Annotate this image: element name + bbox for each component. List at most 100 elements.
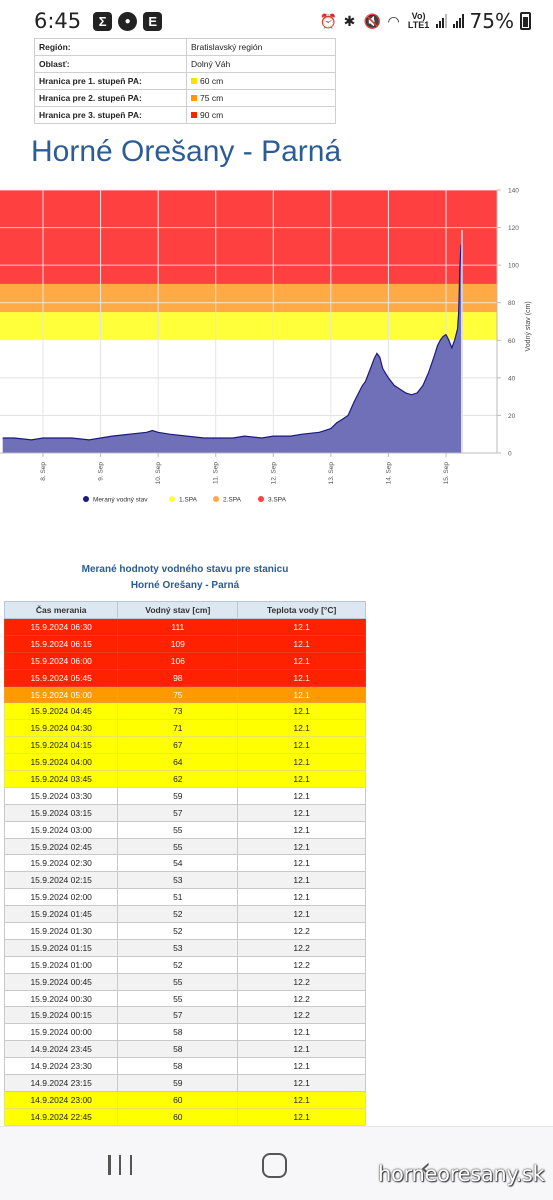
table-row: 15.9.2024 03:30 59 12.1 xyxy=(3,786,366,805)
cell-time: 15.9.2024 02:15 xyxy=(3,871,119,890)
y-tick-label: 60 xyxy=(508,338,516,345)
cell-temp: 12.1 xyxy=(237,1023,366,1042)
cell-temp: 12.1 xyxy=(237,770,366,788)
col-header-time[interactable]: Čas merania xyxy=(3,601,119,619)
table-row: 15.9.2024 06:30 111 12.1 xyxy=(3,618,366,636)
cell-temp: 12.1 xyxy=(237,1090,366,1109)
info-row: Hranica pre 2. stupeň PA: 75 cm xyxy=(34,89,336,107)
cell-time: 15.9.2024 02:00 xyxy=(3,888,119,907)
info-value-cell: 75 cm xyxy=(186,89,336,107)
cell-level: 98 xyxy=(117,668,239,687)
info-value-cell: 60 cm xyxy=(186,72,336,90)
x-tick-label: 15. Sep xyxy=(443,462,450,485)
table-row: 15.9.2024 00:00 58 12.1 xyxy=(3,1023,366,1042)
home-button[interactable] xyxy=(262,1153,287,1178)
cell-temp: 12.1 xyxy=(237,702,366,721)
level-swatch-icon xyxy=(191,95,197,101)
cell-level: 58 xyxy=(117,1057,239,1076)
cell-time: 15.9.2024 03:30 xyxy=(3,786,119,805)
table-row: 15.9.2024 04:45 73 12.1 xyxy=(3,702,366,721)
cell-temp: 12.1 xyxy=(237,803,366,822)
station-title: Horné Orešany - Parná xyxy=(31,135,342,168)
table-row: 15.9.2024 04:15 67 12.1 xyxy=(3,736,366,755)
cell-time: 15.9.2024 04:45 xyxy=(3,702,119,721)
legend-marker xyxy=(169,496,175,502)
cell-temp: 12.2 xyxy=(237,922,366,940)
cell-level: 109 xyxy=(117,634,239,653)
cell-temp: 12.1 xyxy=(237,719,366,738)
x-tick-label: 10. Sep xyxy=(155,462,162,485)
cell-level: 106 xyxy=(117,651,239,670)
table-row: 15.9.2024 04:00 64 12.1 xyxy=(3,753,366,772)
recent-apps-button[interactable] xyxy=(108,1155,132,1175)
x-tick-label: 14. Sep xyxy=(385,462,392,485)
mute-icon: 🔇 xyxy=(363,13,381,29)
info-row: Hranica pre 3. stupeň PA: 90 cm xyxy=(34,106,336,124)
cell-time: 15.9.2024 02:45 xyxy=(3,837,119,856)
x-tick-label: 13. Sep xyxy=(328,462,335,485)
cell-level: 64 xyxy=(117,753,239,772)
cell-level: 59 xyxy=(117,1074,239,1092)
cell-level: 55 xyxy=(117,989,239,1008)
y-tick-label: 40 xyxy=(508,375,516,382)
table-row: 15.9.2024 01:45 52 12.1 xyxy=(3,905,366,924)
cell-time: 14.9.2024 23:00 xyxy=(3,1090,119,1109)
band-3spa xyxy=(0,190,497,284)
cell-temp: 12.1 xyxy=(237,753,366,772)
cell-temp: 12.1 xyxy=(237,618,366,636)
table-row: 15.9.2024 05:45 98 12.1 xyxy=(3,668,366,687)
info-label: Oblasť: xyxy=(34,55,187,73)
cell-level: 55 xyxy=(117,972,239,991)
cell-time: 15.9.2024 05:45 xyxy=(3,668,119,687)
y-axis-label: Vodný stav (cm) xyxy=(525,301,532,351)
cell-level: 57 xyxy=(117,1006,239,1025)
cell-temp: 12.1 xyxy=(237,786,366,805)
table-row: 15.9.2024 01:00 52 12.2 xyxy=(3,955,366,974)
info-label: Hranica pre 3. stupeň PA: xyxy=(34,106,187,124)
cell-level: 52 xyxy=(117,955,239,974)
cell-temp: 12.1 xyxy=(237,1040,366,1059)
col-header-level[interactable]: Vodný stav [cm] xyxy=(117,601,239,619)
table-row: 15.9.2024 02:45 55 12.1 xyxy=(3,837,366,856)
cell-temp: 12.2 xyxy=(237,989,366,1008)
cell-level: 55 xyxy=(117,837,239,856)
x-tick-label: 11. Sep xyxy=(213,462,220,484)
cell-temp: 12.2 xyxy=(237,972,366,991)
status-time: 6:45 xyxy=(34,9,82,33)
cell-temp: 12.1 xyxy=(237,651,366,670)
cell-time: 15.9.2024 01:15 xyxy=(3,938,119,957)
info-value-cell: Bratislavský región xyxy=(186,38,336,56)
bluetooth-icon: ✱ xyxy=(343,13,356,29)
info-value: Dolný Váh xyxy=(191,59,231,69)
measured-table-title-line2: Horné Orešany - Parná xyxy=(130,580,240,591)
cell-temp: 12.1 xyxy=(237,736,366,755)
table-row: 15.9.2024 02:00 51 12.1 xyxy=(3,888,366,907)
y-tick-label: 100 xyxy=(508,263,519,270)
watermark-text: horneoresany.sk xyxy=(378,1162,545,1186)
table-row: 15.9.2024 00:30 55 12.2 xyxy=(3,989,366,1008)
cell-temp: 12.2 xyxy=(237,938,366,957)
series-area-water-level xyxy=(2,244,461,453)
cell-level: 71 xyxy=(117,719,239,738)
band-2spa xyxy=(0,283,497,313)
cell-time: 15.9.2024 00:15 xyxy=(3,1006,119,1025)
col-header-temp[interactable]: Teplota vody [°C] xyxy=(237,601,366,619)
cell-time: 15.9.2024 04:30 xyxy=(3,719,119,738)
table-row: 15.9.2024 01:30 52 12.2 xyxy=(3,922,366,940)
legend-label: Meraný vodný stav xyxy=(93,497,148,504)
cell-level: 52 xyxy=(117,905,239,924)
cell-time: 14.9.2024 22:45 xyxy=(3,1107,119,1126)
cell-level: 73 xyxy=(117,702,239,721)
chat-app-icon: ● xyxy=(118,11,138,31)
info-value: 90 cm xyxy=(200,110,224,120)
series-line-water-level xyxy=(2,244,462,441)
table-row: 15.9.2024 06:15 109 12.1 xyxy=(3,634,366,653)
info-value-cell: Dolný Váh xyxy=(186,55,336,73)
table-row: 15.9.2024 02:30 54 12.1 xyxy=(3,854,366,873)
cell-level: 55 xyxy=(117,820,239,839)
back-button[interactable]: ‹ xyxy=(420,1151,432,1184)
table-row: 15.9.2024 02:15 53 12.1 xyxy=(3,871,366,890)
status-bar: 6:45 Σ ● E ⏰ ✱ 🔇 ◠ Vo) LTE1 75% xyxy=(0,0,553,42)
cell-time: 15.9.2024 01:00 xyxy=(3,955,119,974)
cell-time: 15.9.2024 03:45 xyxy=(3,770,119,788)
